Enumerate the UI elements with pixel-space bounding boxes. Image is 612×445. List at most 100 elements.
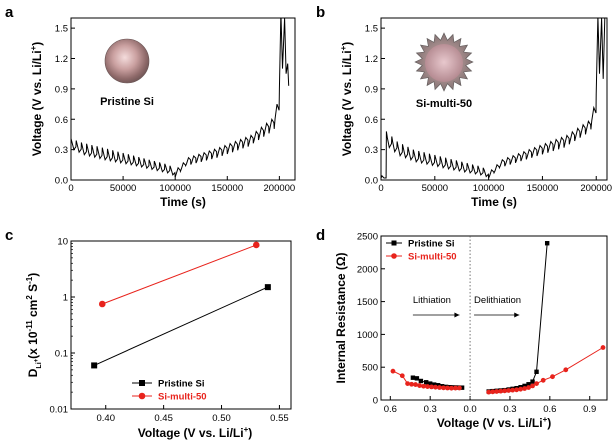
- panel-d-y-tick-label: 2500: [357, 232, 378, 243]
- panel-d-legend-label: Si-multi-50: [408, 252, 457, 263]
- panel-d-x-tick-label: 0.0: [463, 404, 476, 415]
- panel-d-y-tick-label: 0: [373, 396, 378, 407]
- panel-d-data-point: [502, 388, 508, 394]
- panel-b-x-tick-label: 150000: [527, 183, 559, 194]
- panel-d-x-tick-label: 0.3: [424, 404, 437, 415]
- panel-c-x-tick-label: 0.45: [154, 413, 173, 424]
- panel-d-data-point: [530, 383, 535, 389]
- panel-c-x-tick-label: 0.55: [270, 413, 289, 424]
- panel-d-y-axis-label: Internal Resistance (Ω): [334, 253, 348, 384]
- panel-d-data-point: [453, 385, 458, 391]
- panel-d-data-point: [427, 381, 433, 386]
- panel-c-legend-label: Pristine Si: [158, 379, 204, 390]
- panel-d-data-point: [410, 375, 416, 380]
- panel-b-y-tick-label: 0.3: [365, 145, 378, 156]
- panel-d-data-point: [526, 382, 531, 387]
- panel-a-plot-frame: [70, 17, 296, 181]
- panel-d-data-point: [437, 385, 442, 390]
- panel-d-data-point: [540, 377, 546, 383]
- panel-c: 0.40 0.45 0.50 0.55 0.01 0.1 1 10 Voltage (V vs.…: [25, 237, 292, 440]
- panel-d-data-point: [433, 384, 438, 390]
- panel-d-legend-marker: [391, 240, 397, 246]
- panel-d-data-point: [563, 367, 569, 373]
- panel-d-data-point: [445, 385, 450, 391]
- panel-label-c: c: [5, 227, 13, 244]
- panel-d-y-tick-label: 1000: [357, 330, 378, 341]
- panel-d-data-point: [534, 381, 539, 386]
- panel-d-data-point: [409, 381, 414, 387]
- panel-d-data-point: [425, 384, 430, 389]
- panel-d-data-point: [399, 373, 405, 379]
- panel-d-data-point: [498, 388, 504, 394]
- panel-d-data-point: [544, 241, 550, 246]
- panel-c-series-line: [102, 244, 257, 305]
- panel-d-y-tick-label: 500: [362, 363, 378, 374]
- panel-c-data-point: [91, 362, 98, 369]
- panel-d-legend-marker: [391, 253, 397, 259]
- panel-d-y-tick-label: 1500: [357, 297, 378, 308]
- panel-a-y-axis-label: Voltage (V vs. Li/Li+): [29, 42, 44, 156]
- panel-d-data-point: [522, 383, 527, 389]
- panel-c-legend-marker: [138, 392, 146, 400]
- panel-d-data-point: [441, 385, 446, 391]
- pristine-si-particle-illustration: [104, 38, 150, 84]
- panel-c-y-tick-label: 10: [57, 237, 68, 248]
- panel-d-legend-label: Pristine Si: [408, 239, 454, 250]
- panel-d-y-tick-label: 2000: [357, 264, 378, 275]
- panel-d-data-point: [431, 382, 437, 387]
- panel-b-y-tick-label: 0.6: [365, 115, 378, 126]
- panel-a-x-tick-label: 150000: [211, 183, 243, 194]
- panel-d-x-tick-label: 0.9: [583, 404, 596, 415]
- panel-d-data-point: [390, 368, 396, 374]
- panel-d-lithiation-label: Lithiation: [413, 295, 451, 306]
- panel-a-x-tick-label: 100000: [159, 183, 191, 194]
- panel-c-x-axis-label: Voltage (V vs. Li/Li+): [138, 425, 252, 440]
- panel-a: 0 50000 100000 150000 200000 0.0 0.3 0.6 0.9 1.2 1…: [29, 17, 296, 209]
- panel-d-data-point: [518, 386, 523, 392]
- panel-d-data-point: [510, 387, 516, 393]
- panel-d-data-point: [429, 384, 434, 390]
- panel-a-y-tick-label: 1.5: [55, 24, 68, 35]
- panel-d-data-point: [490, 389, 496, 395]
- panel-b-y-axis-label: Voltage (V vs. Li/Li+): [339, 42, 354, 156]
- panel-label-d: d: [316, 227, 325, 244]
- panel-a-y-tick-label: 0.3: [55, 145, 68, 156]
- panel-b-y-tick-label: 1.2: [365, 54, 378, 65]
- si-multi-50-particle-illustration: [414, 32, 474, 92]
- panel-b-x-tick-label: 100000: [473, 183, 505, 194]
- panel-d-data-point: [417, 383, 422, 388]
- panel-d: 0.6 0.3 0.0 0.3 0.6 0.9 0 500 1000 1500 2000 2500 Li…: [334, 232, 608, 430]
- panel-d-plot-frame: [380, 235, 608, 401]
- panel-d-data-point: [414, 376, 420, 381]
- panel-a-y-tick-label: 0.6: [55, 115, 68, 126]
- panel-d-data-point: [435, 383, 441, 388]
- panel-b: 0 50000 100000 150000 200000 0.0 0.3 0.6 0.9 1.2 1…: [339, 17, 612, 209]
- panel-c-series-line: [93, 286, 269, 366]
- panel-c-data-point: [98, 300, 106, 308]
- panel-d-series-line: [488, 243, 548, 392]
- panel-a-y-tick-label: 1.2: [55, 54, 68, 65]
- particle-label-a: Pristine Si: [100, 96, 154, 108]
- panel-c-legend-label: Si-multi-50: [158, 392, 207, 403]
- panel-b-voltage-trace: [381, 18, 606, 179]
- panel-d-arrow-head: [454, 312, 460, 318]
- panel-b-x-tick-label: 50000: [422, 183, 448, 194]
- panel-b-x-tick-label: 200000: [580, 183, 612, 194]
- panel-c-data-point: [252, 241, 260, 249]
- panel-d-data-point: [418, 378, 424, 384]
- panel-d-x-tick-label: 0.6: [543, 404, 556, 415]
- panel-c-data-point: [264, 284, 271, 291]
- panel-label-b: b: [316, 4, 325, 21]
- panel-b-y-tick-label: 1.5: [365, 24, 378, 35]
- panel-b-x-tick-label: 0: [378, 183, 383, 194]
- panel-a-x-axis-label: Time (s): [160, 195, 206, 209]
- panel-b-y-tick-label: 0.9: [365, 84, 378, 95]
- panel-d-arrow-head: [514, 312, 520, 318]
- panel-c-legend-marker: [139, 380, 145, 386]
- panel-b-x-axis-label: Time (s): [471, 195, 517, 209]
- panel-d-data-point: [457, 385, 462, 391]
- panel-c-plot-frame: [70, 240, 292, 410]
- panel-d-x-axis-label: Voltage (V vs. Li/Li+): [437, 415, 551, 430]
- panel-c-x-tick-label: 0.40: [96, 413, 115, 424]
